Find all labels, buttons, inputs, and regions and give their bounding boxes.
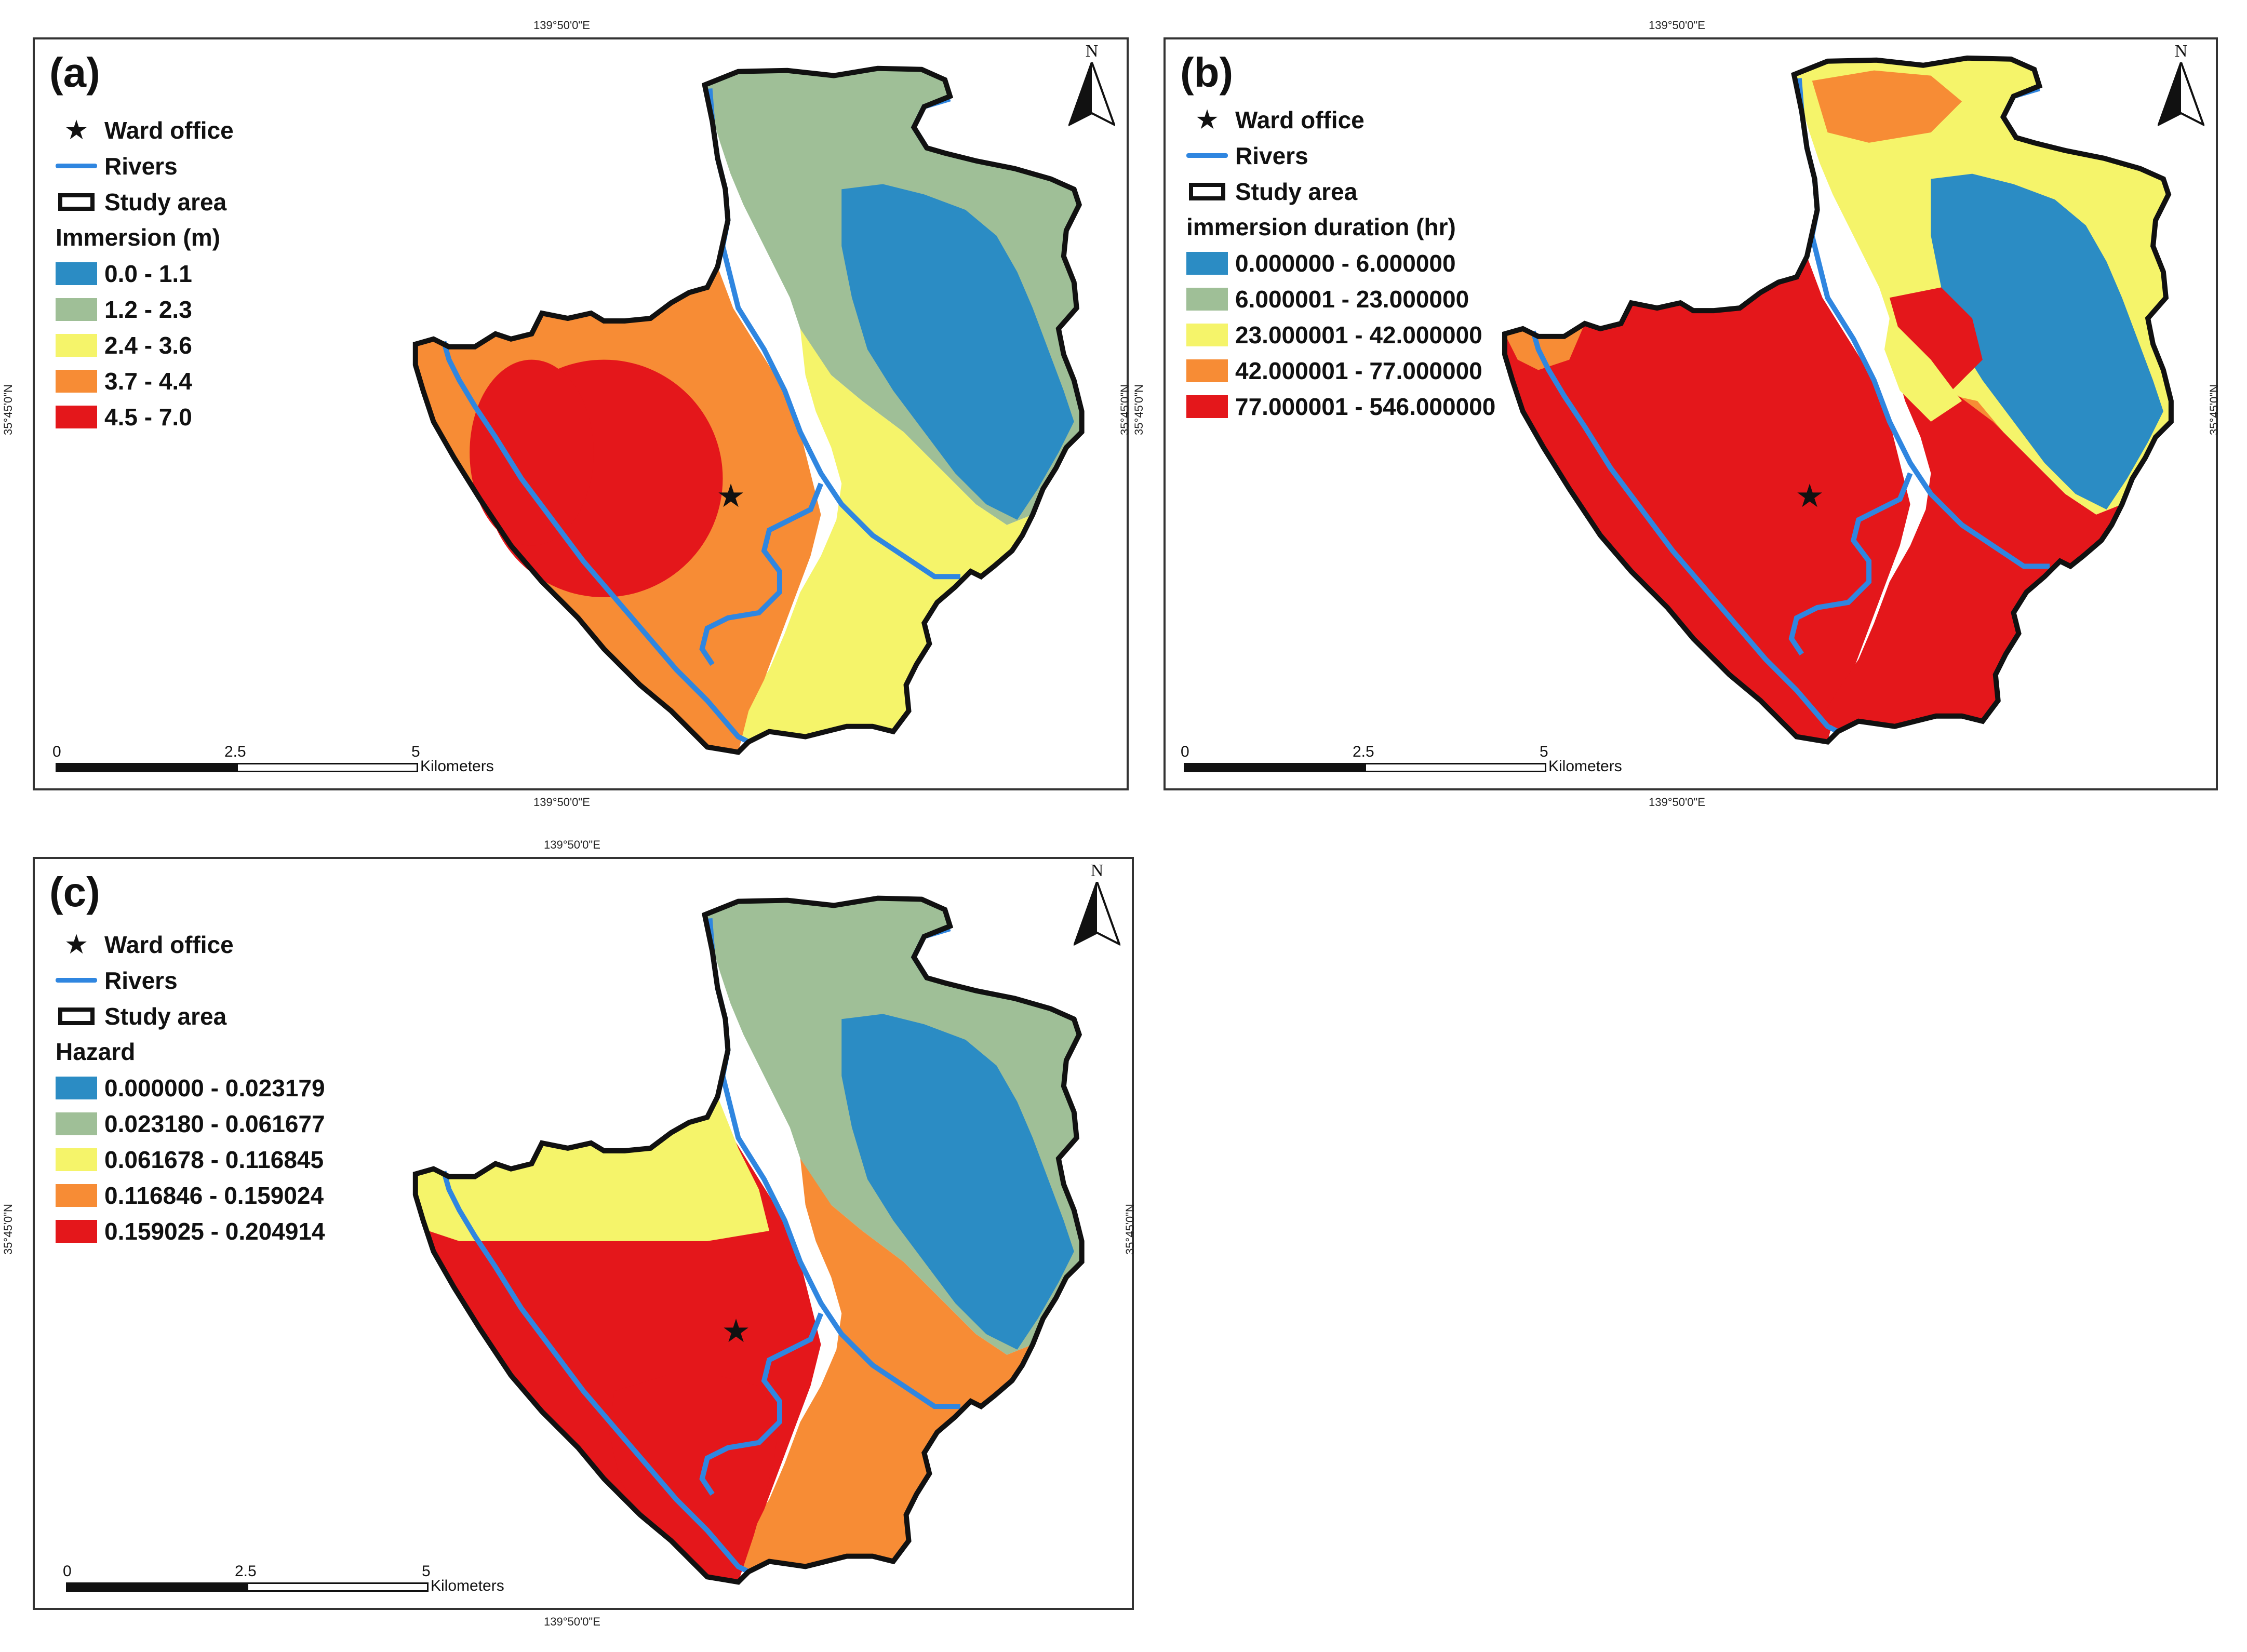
ward-office-marker: ★ xyxy=(1795,478,1824,514)
study-area-box-icon xyxy=(56,1005,97,1028)
longitude-label-top: 139°50'0"E xyxy=(533,19,590,32)
scale-bar: 0 2.5 5 Kilometers xyxy=(52,743,494,775)
legend-class: 2.4 - 3.6 xyxy=(56,327,234,363)
longitude-label-top: 139°50'0"E xyxy=(1649,19,1705,32)
color-swatch xyxy=(56,1148,97,1171)
river-line-icon xyxy=(56,969,97,992)
color-swatch xyxy=(1186,323,1228,346)
panel-label: (a) xyxy=(49,49,100,96)
legend-item-study-area: Study area xyxy=(1186,173,1495,209)
color-swatch xyxy=(56,298,97,321)
legend-class: 0.0 - 1.1 xyxy=(56,256,234,291)
ward-office-marker: ★ xyxy=(716,478,745,514)
map-canvas xyxy=(35,39,1127,788)
color-swatch xyxy=(56,1112,97,1135)
map-panel-a: ★ (a) ★ Ward office Rivers Study area Im… xyxy=(2,19,1131,809)
legend-item-study-area: Study area xyxy=(56,998,325,1034)
north-arrow-icon: N xyxy=(1074,861,1120,952)
north-arrow-icon: N xyxy=(1068,42,1115,133)
color-swatch xyxy=(56,333,97,357)
star-icon: ★ xyxy=(64,929,89,960)
latitude-label-right: 35°45'0"N xyxy=(2207,384,2221,435)
color-swatch xyxy=(56,405,97,428)
color-swatch xyxy=(1186,395,1228,418)
legend-class: 6.000001 - 23.000000 xyxy=(1186,281,1495,317)
legend-item-rivers: Rivers xyxy=(1186,138,1495,173)
map-panel-b: ★ (b) ★ Ward office Rivers Study area im… xyxy=(1132,19,2221,809)
map-canvas xyxy=(1166,39,2216,788)
legend-item-ward-office: ★ Ward office xyxy=(1186,102,1495,138)
legend-class: 0.116846 - 0.159024 xyxy=(56,1177,325,1213)
legend-class: 1.2 - 2.3 xyxy=(56,291,234,327)
longitude-label-top: 139°50'0"E xyxy=(544,838,600,851)
legend-class: 3.7 - 4.4 xyxy=(56,363,234,399)
legend-class: 0.000000 - 0.023179 xyxy=(56,1070,325,1106)
star-icon: ★ xyxy=(1195,104,1220,135)
star-icon: ★ xyxy=(64,115,89,145)
legend-item-study-area: Study area xyxy=(56,184,234,220)
scale-bar: 0 2.5 5 Kilometers xyxy=(1181,743,1622,775)
legend-item-rivers: Rivers xyxy=(56,962,325,998)
color-swatch xyxy=(1186,287,1228,311)
latitude-label-left: 35°45'0"N xyxy=(1,1204,15,1255)
legend-item-ward-office: ★ Ward office xyxy=(56,112,234,148)
longitude-label-bottom: 139°50'0"E xyxy=(533,796,590,809)
legend-item-rivers: Rivers xyxy=(56,148,234,184)
color-swatch xyxy=(1186,359,1228,382)
river-line-icon xyxy=(1186,144,1228,167)
color-swatch xyxy=(56,369,97,393)
latitude-label-left: 35°45'0"N xyxy=(1,384,15,435)
study-area-box-icon xyxy=(56,191,97,213)
latitude-label-right: 35°45'0"N xyxy=(1118,384,1131,435)
legend: ★ Ward office Rivers Study area Immersio… xyxy=(56,112,234,435)
legend-class: 0.023180 - 0.061677 xyxy=(56,1106,325,1141)
scale-bar: 0 2.5 5 Kilometers xyxy=(63,1563,504,1594)
zone-duration-3 xyxy=(1812,70,1962,143)
legend: ★ Ward office Rivers Study area immersio… xyxy=(1186,102,1495,424)
legend-class: 77.000001 - 546.000000 xyxy=(1186,388,1495,424)
legend-class: 42.000001 - 77.000000 xyxy=(1186,353,1495,388)
longitude-label-bottom: 139°50'0"E xyxy=(544,1615,600,1628)
zone-hazard-2 xyxy=(415,1096,770,1241)
legend-item-ward-office: ★ Ward office xyxy=(56,926,325,962)
color-swatch xyxy=(56,1076,97,1099)
latitude-label-left: 35°45'0"N xyxy=(1132,384,1145,435)
panel-label: (c) xyxy=(49,869,100,915)
legend-class: 23.000001 - 42.000000 xyxy=(1186,317,1495,353)
color-swatch xyxy=(1186,251,1228,275)
panel-label: (b) xyxy=(1180,49,1234,96)
legend: ★ Ward office Rivers Study area Hazard 0… xyxy=(56,926,325,1249)
river-line-icon xyxy=(56,155,97,178)
legend-class: 0.159025 - 0.204914 xyxy=(56,1213,325,1249)
legend-title: immersion duration (hr) xyxy=(1186,213,1456,240)
map-panel-c: ★ (c) ★ Ward office Rivers Study area Ha… xyxy=(2,838,1136,1628)
color-swatch xyxy=(56,1184,97,1207)
color-swatch xyxy=(56,262,97,285)
study-area-box-icon xyxy=(1186,180,1228,203)
ward-office-marker: ★ xyxy=(721,1313,751,1349)
legend-class: 4.5 - 7.0 xyxy=(56,399,234,435)
latitude-label-right: 35°45'0"N xyxy=(1123,1204,1136,1255)
legend-title: Hazard xyxy=(56,1038,136,1065)
longitude-label-bottom: 139°50'0"E xyxy=(1649,796,1705,809)
legend-title: Immersion (m) xyxy=(56,224,220,251)
legend-class: 0.000000 - 6.000000 xyxy=(1186,245,1495,281)
legend-class: 0.061678 - 0.116845 xyxy=(56,1141,325,1177)
color-swatch xyxy=(56,1219,97,1243)
north-arrow-icon: N xyxy=(2158,42,2204,133)
